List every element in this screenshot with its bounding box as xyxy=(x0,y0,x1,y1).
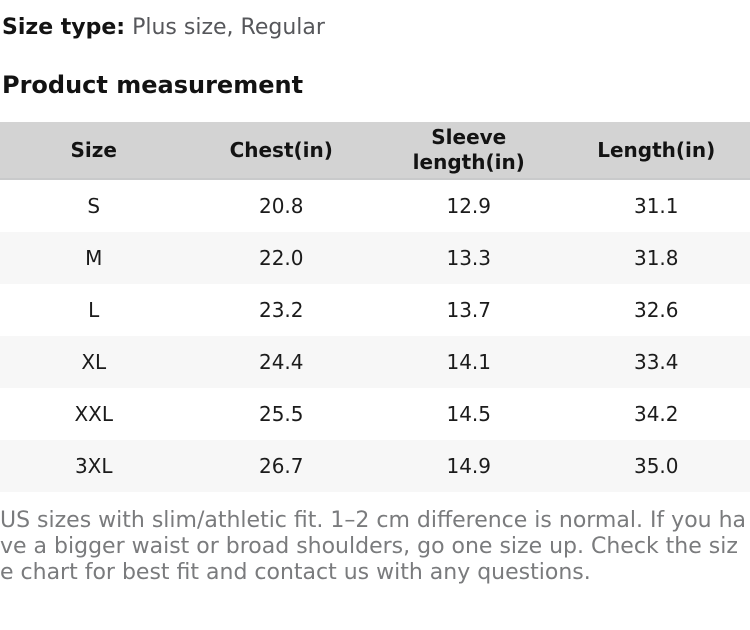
cell-size: 3XL xyxy=(74,454,113,478)
cell-length: 34.2 xyxy=(633,402,679,426)
cell-chest: 26.7 xyxy=(258,454,304,478)
cell-size: XL xyxy=(81,350,107,374)
table-row-l: L 23.2 13.7 32.6 xyxy=(0,284,750,336)
cell-length: 33.4 xyxy=(633,350,679,374)
cell-sleeve: 14.9 xyxy=(446,454,492,478)
cell-length: 31.1 xyxy=(633,194,679,218)
size-type-line: Size type: Plus size, Regular xyxy=(2,14,750,42)
size-table: Size Chest(in) Sleeve length(in) Length(… xyxy=(0,122,750,492)
table-row-xl: XL 24.4 14.1 33.4 xyxy=(0,336,750,388)
product-measurement-title: Product measurement xyxy=(2,71,304,99)
header-cell-length: Length(in) xyxy=(562,122,750,180)
cell-length: 32.6 xyxy=(633,298,679,322)
size-note: US sizes with slim/athletic fit. 1–2 cm … xyxy=(0,508,747,585)
cell-sleeve: 14.1 xyxy=(446,350,492,374)
cell-size: M xyxy=(85,246,103,270)
cell-chest: 25.5 xyxy=(258,402,304,426)
cell-sleeve: 13.3 xyxy=(446,246,492,270)
header-cell-sleeve: Sleeve length(in) xyxy=(375,122,563,180)
table-row-xxl: XXL 25.5 14.5 34.2 xyxy=(0,388,750,440)
cell-size: XXL xyxy=(74,402,114,426)
cell-chest: 24.4 xyxy=(258,350,304,374)
size-type-label: Size type: xyxy=(2,15,126,40)
header-cell-chest: Chest(in) xyxy=(187,122,375,180)
cell-chest: 20.8 xyxy=(258,194,304,218)
cell-chest: 23.2 xyxy=(258,298,304,322)
table-row-m: M 22.0 13.3 31.8 xyxy=(0,232,750,284)
table-row-3xl: 3XL 26.7 14.9 35.0 xyxy=(0,440,750,492)
size-type-value: Plus size, Regular xyxy=(132,15,325,40)
table-row-s: S 20.8 12.9 31.1 xyxy=(0,179,750,232)
cell-sleeve: 14.5 xyxy=(446,402,492,426)
cell-chest: 22.0 xyxy=(258,246,304,270)
cell-sleeve: 13.7 xyxy=(446,298,492,322)
header-cell-size: Size xyxy=(0,122,188,180)
table-header-row: Size Chest(in) Sleeve length(in) Length(… xyxy=(0,122,750,180)
cell-sleeve: 12.9 xyxy=(446,194,492,218)
cell-length: 35.0 xyxy=(633,454,679,478)
size-chart-section: Size type: Plus size, Regular Product mea… xyxy=(0,14,750,585)
cell-length: 31.8 xyxy=(633,246,679,270)
cell-size: L xyxy=(88,298,100,322)
cell-size: S xyxy=(87,194,101,218)
